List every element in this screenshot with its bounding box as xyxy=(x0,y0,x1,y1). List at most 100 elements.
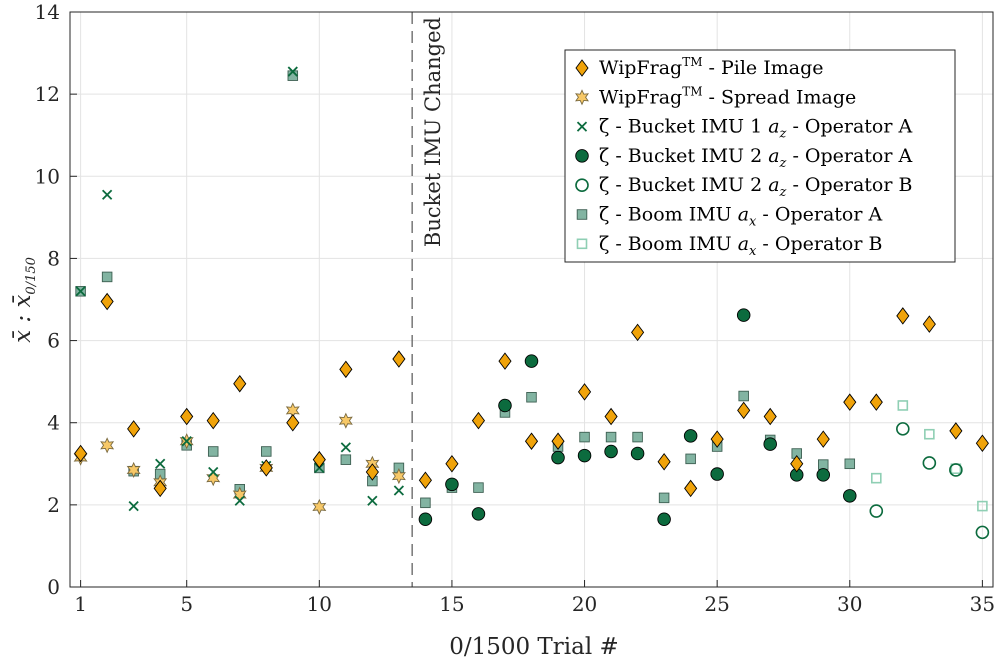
y-axis-label-main: x̄ : x̄ xyxy=(10,295,36,343)
data-point xyxy=(392,350,406,368)
y-tick-label: 0 xyxy=(47,575,60,599)
x-axis-ticks: 1 5 10 15 20 25 30 35 xyxy=(74,580,995,616)
data-marks xyxy=(73,66,990,540)
data-point xyxy=(816,468,831,482)
data-point xyxy=(498,398,512,413)
data-point xyxy=(738,390,749,402)
data-point xyxy=(340,454,352,465)
data-point xyxy=(818,459,829,470)
legend-marker xyxy=(575,178,589,192)
data-point xyxy=(870,472,882,484)
data-point xyxy=(339,360,353,379)
data-point xyxy=(790,455,804,473)
data-point xyxy=(128,500,139,512)
data-point xyxy=(632,431,643,443)
legend-entry: WipFragTM - Pile Image xyxy=(599,55,823,79)
data-point xyxy=(551,432,565,450)
legend-variable: a xyxy=(768,145,779,167)
data-point xyxy=(551,450,565,465)
y-tick-label: 10 xyxy=(35,164,60,188)
data-point xyxy=(100,437,115,454)
legend-superscript: TM xyxy=(682,84,702,98)
data-point xyxy=(127,420,141,438)
data-point xyxy=(420,497,431,509)
data-point xyxy=(869,393,883,411)
legend-marker xyxy=(576,121,588,132)
data-point xyxy=(526,392,537,403)
legend-marker xyxy=(576,209,588,220)
data-point xyxy=(312,498,327,515)
data-point xyxy=(524,354,539,368)
legend-subscript: z xyxy=(779,185,787,200)
data-point xyxy=(710,430,724,448)
data-point xyxy=(391,468,406,485)
data-point xyxy=(208,466,219,478)
data-point xyxy=(206,411,220,430)
data-point xyxy=(631,323,645,342)
data-point xyxy=(605,431,617,443)
x-tick-label: 1 xyxy=(74,592,87,616)
legend-text: WipFrag xyxy=(599,86,682,108)
data-point xyxy=(180,407,194,426)
data-point xyxy=(287,66,298,77)
data-point xyxy=(233,374,247,393)
data-point xyxy=(683,429,698,443)
data-point xyxy=(737,401,751,420)
legend-variable: a xyxy=(768,174,779,196)
data-point xyxy=(975,434,989,452)
data-point-stroke xyxy=(367,495,378,506)
data-point xyxy=(207,446,219,457)
data-point xyxy=(922,456,937,470)
data-point xyxy=(471,411,486,430)
data-point xyxy=(949,422,963,440)
legend-text: ζ - Boom IMU xyxy=(599,233,738,255)
legend-variable: a xyxy=(738,204,749,226)
data-point-stroke xyxy=(393,485,405,496)
data-point xyxy=(498,352,512,370)
data-point xyxy=(445,477,459,492)
data-point xyxy=(685,453,696,465)
series-1 xyxy=(73,402,406,515)
legend-marker xyxy=(575,149,589,163)
data-point-stroke xyxy=(234,495,245,506)
x-axis-label: 0/1500 Trial # xyxy=(449,634,619,660)
legend-superscript: TM xyxy=(682,55,702,69)
data-point xyxy=(630,446,645,461)
legend-text: - Operator B xyxy=(786,174,912,196)
y-tick-label: 8 xyxy=(47,246,60,270)
data-point xyxy=(897,400,909,411)
y-tick-label: 12 xyxy=(35,82,60,106)
data-point xyxy=(75,286,86,297)
legend-entry: ζ - Boom IMU ax - Operator A xyxy=(599,204,882,230)
data-point-stroke xyxy=(208,466,219,478)
series-0 xyxy=(74,292,989,498)
data-point xyxy=(418,512,433,526)
data-point xyxy=(471,507,486,521)
series-2 xyxy=(75,66,405,512)
data-point xyxy=(924,428,935,440)
data-point xyxy=(579,431,590,443)
data-point xyxy=(393,485,405,496)
legend-entry: ζ - Bucket IMU 2 az - Operator A xyxy=(599,145,912,171)
x-tick-label: 15 xyxy=(439,592,464,616)
legend-subscript: x xyxy=(749,244,757,259)
data-point xyxy=(101,189,113,200)
x-tick-label: 5 xyxy=(180,592,193,616)
data-point-stroke xyxy=(340,442,351,453)
data-point xyxy=(896,422,910,436)
data-point xyxy=(74,444,88,463)
data-point-stroke xyxy=(75,286,86,297)
series-3 xyxy=(418,308,857,526)
data-point xyxy=(338,412,353,429)
legend-text: - Pile Image xyxy=(703,57,824,79)
data-point xyxy=(684,479,698,498)
series-4 xyxy=(869,422,990,540)
data-point xyxy=(234,495,245,506)
legend-text: ζ - Bucket IMU 2 xyxy=(599,174,768,196)
plot-frame xyxy=(69,11,994,588)
data-point xyxy=(418,471,432,489)
bucket-imu-changed-label: Bucket IMU Changed xyxy=(421,17,445,247)
legend-entry: ζ - Bucket IMU 1 az - Operator A xyxy=(599,116,912,142)
data-point xyxy=(896,307,910,325)
data-point xyxy=(473,482,484,493)
